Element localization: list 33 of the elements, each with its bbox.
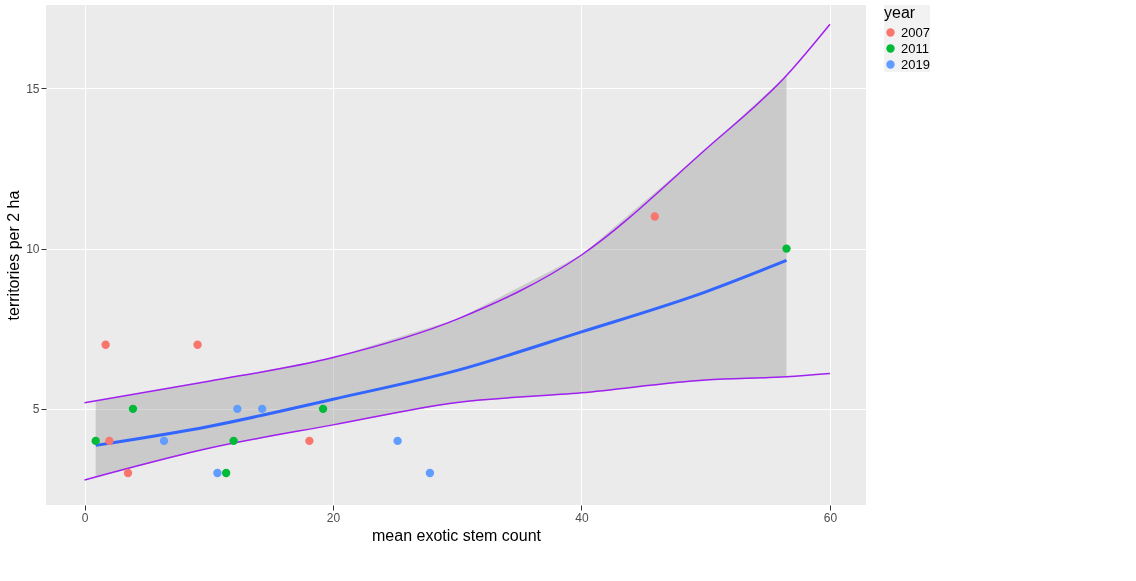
y-tick-label: 10	[26, 242, 40, 257]
point	[425, 468, 435, 478]
x-tick-label: 40	[575, 510, 589, 525]
y-axis-title: territories per 2 ha	[5, 190, 23, 321]
line-series	[83, 23, 831, 404]
x-tick-label: 60	[823, 510, 838, 525]
legend-title: year	[884, 4, 916, 21]
point	[193, 340, 202, 349]
point	[221, 468, 231, 478]
point	[393, 436, 402, 446]
point	[782, 244, 791, 253]
y-tick-label: 15	[26, 81, 40, 96]
point	[123, 468, 133, 478]
x-axis-title: mean exotic stem count	[372, 526, 542, 544]
legend-label: 2011	[901, 40, 929, 56]
point	[105, 436, 114, 446]
point	[318, 404, 328, 414]
y-tick-label: 5	[32, 402, 40, 417]
point	[258, 404, 267, 414]
point	[128, 404, 138, 414]
point	[305, 436, 314, 446]
point	[159, 436, 169, 446]
point	[229, 436, 238, 446]
x-tick-label: 20	[326, 510, 341, 525]
legend-label: 2019	[901, 56, 930, 72]
point	[650, 212, 659, 221]
point	[213, 468, 222, 478]
legend-label: 2007	[901, 24, 930, 40]
x-tick-label: 0	[81, 510, 89, 525]
point	[91, 436, 100, 446]
point	[101, 340, 110, 349]
line-series	[83, 372, 831, 481]
point	[233, 404, 242, 414]
